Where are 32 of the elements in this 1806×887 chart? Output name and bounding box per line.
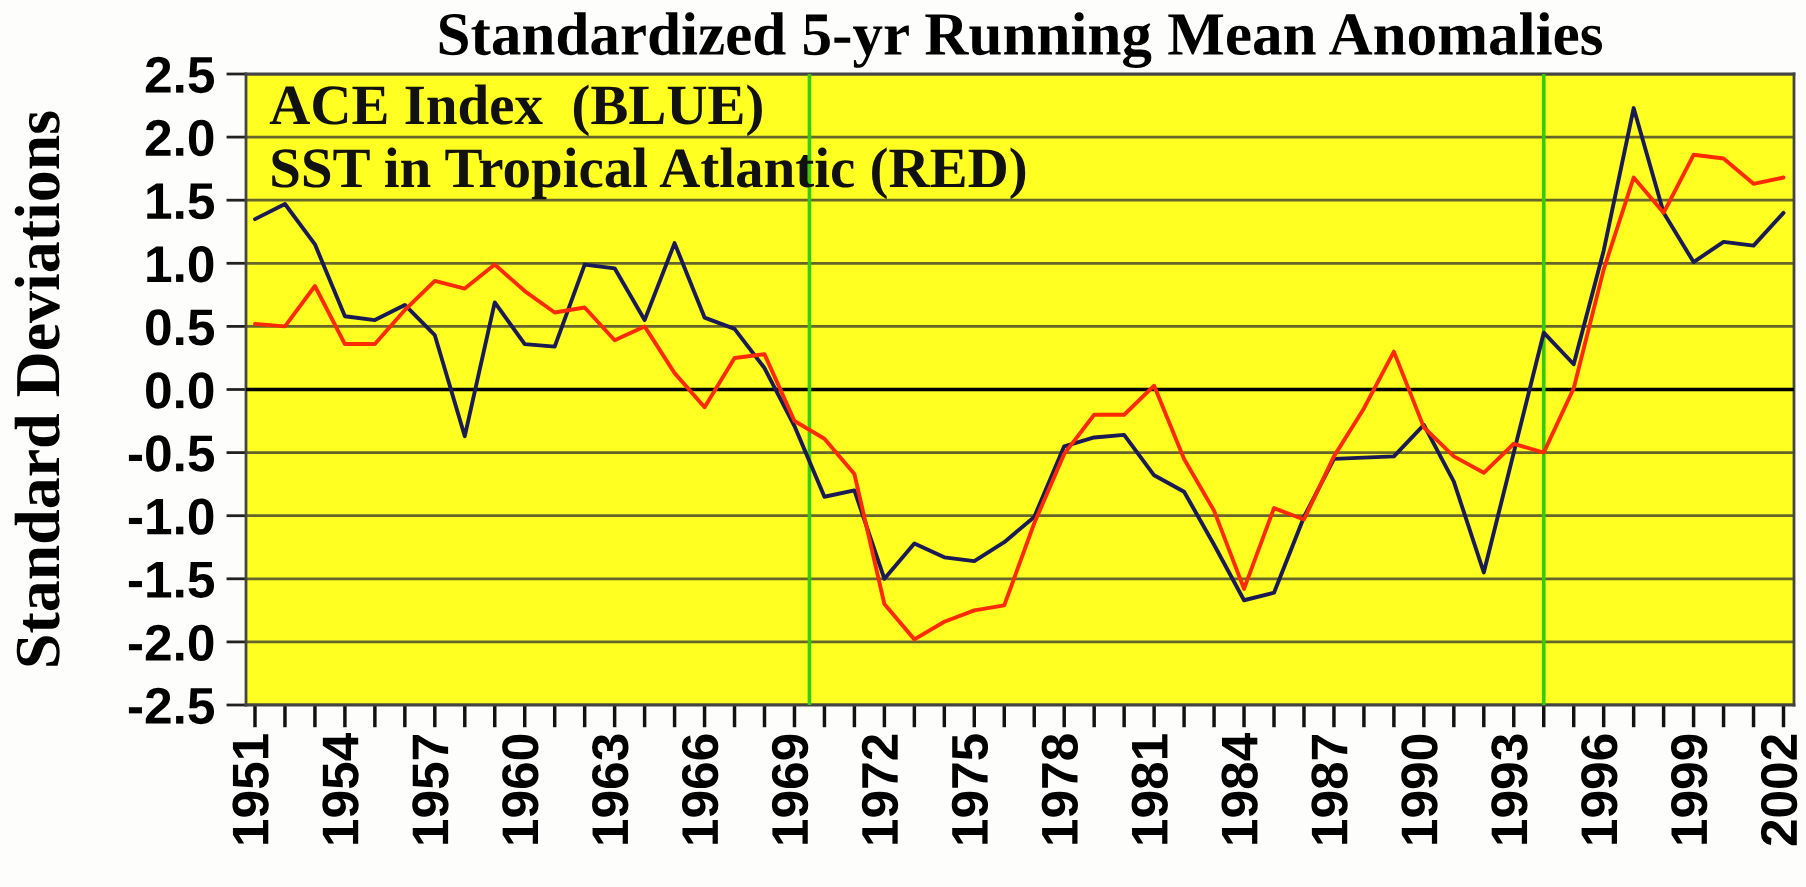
y-tick-label: 2.0 <box>145 119 214 157</box>
x-tick-label: 1996 <box>1581 734 1618 844</box>
x-tick-label: 1954 <box>322 733 359 844</box>
x-tick-label: 2002 <box>1760 734 1798 846</box>
x-tick-label: 1975 <box>951 734 989 844</box>
x-tick-label: 1981 <box>1131 734 1168 844</box>
y-tick-label: 1.0 <box>147 246 214 283</box>
y-tick-label: 1.5 <box>147 183 215 220</box>
y-tick-label: -1.0 <box>128 498 214 535</box>
x-tick-label: 1969 <box>771 734 809 844</box>
x-tick-label: 1960 <box>502 734 539 844</box>
chart-title: Standardized 5-yr Running Mean Anomalies <box>439 12 1602 69</box>
y-tick-label: -2.5 <box>128 687 215 725</box>
x-tick-label: 1993 <box>1491 734 1528 844</box>
y-tick-label: 0.5 <box>146 309 215 346</box>
y-tick-label: 2.5 <box>145 56 215 94</box>
x-tick-label: 1951 <box>232 734 269 844</box>
annotation: ACE Index (BLUE) <box>269 84 762 137</box>
x-tick-label: 1966 <box>681 734 719 844</box>
x-tick-label: 1957 <box>412 735 449 844</box>
x-tick-label: 1990 <box>1401 734 1438 844</box>
y-tick-label: -1.5 <box>128 562 215 598</box>
x-tick-label: 1987 <box>1311 735 1348 844</box>
x-tick-label: 1972 <box>861 734 899 844</box>
y-tick-label: -0.5 <box>128 435 215 472</box>
x-tick-label: 1984 <box>1221 733 1258 844</box>
y-axis-title: Standard Deviations <box>14 111 60 666</box>
x-tick-label: 1978 <box>1041 734 1078 844</box>
x-tick-label: 1999 <box>1671 734 1708 844</box>
x-tick-label: 1963 <box>592 734 629 844</box>
y-tick-label: -2.0 <box>128 624 214 662</box>
y-tick-label: 0.0 <box>146 372 214 409</box>
